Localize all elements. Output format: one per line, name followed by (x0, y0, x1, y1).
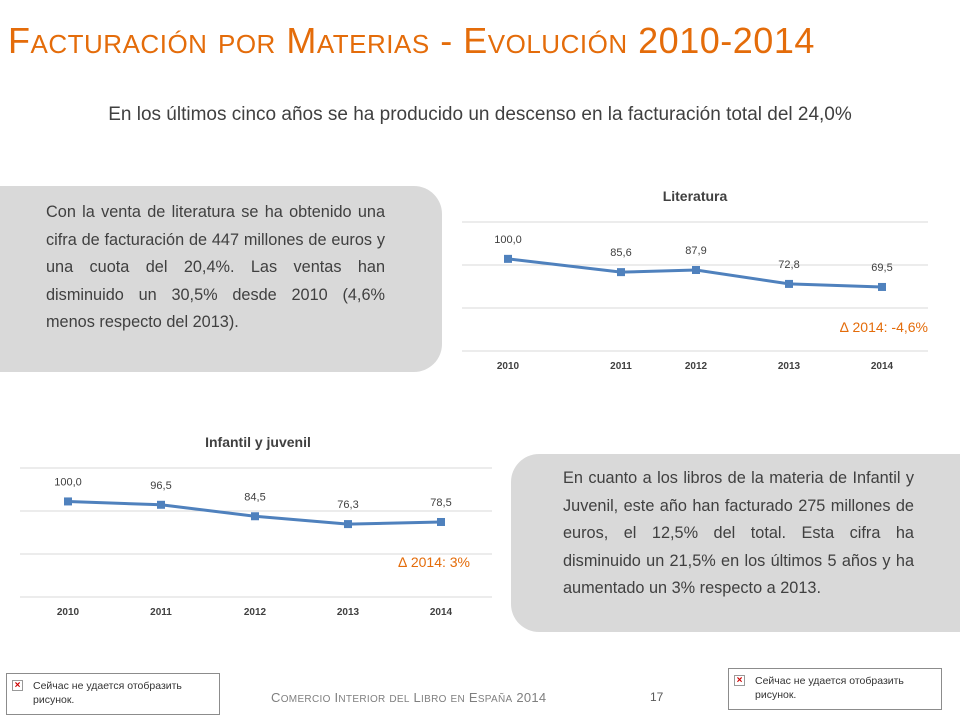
x-tick-label: 2012 (685, 361, 708, 372)
data-label: 84,5 (244, 491, 265, 503)
x-tick-label: 2013 (337, 607, 360, 618)
page-number: 17 (650, 690, 664, 704)
broken-image-message: Сейчас не удается отобразить рисунок. (33, 680, 182, 706)
slide-subtitle: En los últimos cinco años se ha producid… (108, 104, 852, 125)
infantil-chart-svg: Infantil y juvenil 100,0 96,5 84,5 76,3 78,5 2… (20, 434, 492, 618)
data-label: 72,8 (778, 259, 799, 271)
x-tick-label: 2013 (778, 361, 801, 372)
data-label: 100,0 (54, 476, 82, 488)
infantil-description: En cuanto a los libros de la materia de … (563, 469, 914, 597)
data-label: 100,0 (494, 234, 522, 246)
literatura-text-panel: Con la venta de literatura se ha obtenid… (0, 186, 442, 372)
broken-image-message: Сейчас не удается отобразить рисунок. (755, 675, 904, 701)
literatura-description: Con la venta de literatura se ha obtenid… (46, 203, 385, 331)
broken-image-right: × Сейчас не удается отобразить рисунок. (728, 668, 942, 710)
data-point (785, 279, 793, 288)
x-tick-label: 2014 (871, 361, 894, 372)
footer-text: COMERCIO INTERIOR DEL LIBRO EN ESPAÑA 20… (271, 690, 547, 705)
literatura-chart: Literatura 100,0 85,6 87,9 72,8 69,5 2010 2011 2… (458, 180, 932, 380)
broken-image-left: × Сейчас не удается отобразить рисунок. (6, 673, 220, 715)
data-point (64, 497, 72, 506)
data-label: 96,5 (150, 480, 171, 492)
data-point (692, 266, 700, 275)
data-label: 78,5 (430, 497, 451, 509)
x-tick-label: 2014 (430, 607, 453, 618)
data-point (437, 517, 445, 526)
x-tick-label: 2012 (244, 607, 267, 618)
chart-title: Literatura (663, 188, 728, 204)
data-point (617, 268, 625, 277)
delta-annotation: ∆ 2014: 3% (398, 554, 470, 570)
infantil-chart: Infantil y juvenil 100,0 96,5 84,5 76,3 78,5 2… (20, 428, 496, 628)
broken-image-icon: × (12, 680, 23, 691)
literatura-chart-svg: Literatura 100,0 85,6 87,9 72,8 69,5 2010 2011 2… (462, 188, 928, 372)
data-label: 85,6 (610, 247, 631, 259)
x-tick-label: 2011 (150, 607, 172, 618)
chart-title: Infantil y juvenil (205, 434, 311, 450)
data-point (878, 282, 886, 291)
data-point (251, 512, 259, 521)
data-label: 76,3 (337, 499, 358, 511)
data-label: 87,9 (685, 245, 706, 257)
broken-image-icon: × (734, 675, 745, 686)
data-point (504, 254, 512, 263)
slide-title: FACTURACIÓN POR MATERIAS - EVOLUCIÓN 201… (8, 20, 815, 61)
delta-annotation: ∆ 2014: -4,6% (840, 319, 928, 335)
data-point (157, 500, 165, 509)
data-label: 69,5 (871, 262, 892, 274)
x-tick-label: 2011 (610, 361, 632, 372)
x-tick-label: 2010 (57, 607, 80, 618)
infantil-text-panel: En cuanto a los libros de la materia de … (511, 454, 960, 632)
x-tick-label: 2010 (497, 361, 520, 372)
data-point (344, 520, 352, 529)
